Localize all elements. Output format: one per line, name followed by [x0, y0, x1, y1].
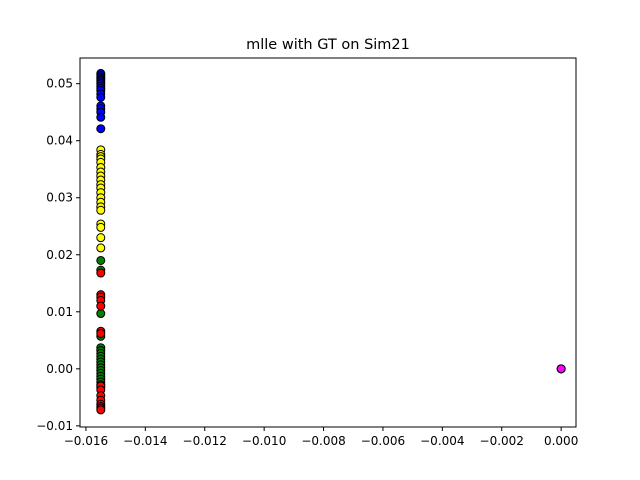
- chart-title: mlle with GT on Sim21: [246, 37, 410, 53]
- x-tick-label: −0.008: [301, 434, 345, 448]
- y-axis: −0.01 0.00 0.01 0.02 0.03 0.04 0.05: [36, 77, 80, 433]
- x-tick-label: −0.016: [64, 434, 108, 448]
- data-point: [96, 92, 106, 102]
- x-axis: −0.016 −0.014 −0.012 −0.010 −0.008 −0.006 −0.0…: [64, 427, 578, 448]
- data-point: [96, 301, 106, 311]
- data-point: [96, 255, 106, 265]
- data-point: [96, 243, 106, 253]
- y-tick-label: −0.01: [36, 419, 73, 433]
- data-point: [96, 205, 106, 215]
- data-point: [96, 233, 106, 243]
- data-point: [96, 268, 106, 278]
- data-point: [556, 364, 566, 374]
- x-tick-label: −0.004: [420, 434, 464, 448]
- x-tick-label: −0.006: [361, 434, 405, 448]
- y-tick-label: 0.02: [46, 248, 73, 262]
- data-point: [96, 112, 106, 122]
- x-tick-label: −0.010: [242, 434, 286, 448]
- plot-frame: [79, 57, 577, 428]
- data-point: [96, 222, 106, 232]
- data-point: [96, 309, 106, 319]
- data-point: [96, 124, 106, 134]
- x-tick-label: −0.002: [480, 434, 524, 448]
- y-tick-label: 0.05: [46, 77, 73, 91]
- data-point: [96, 405, 106, 415]
- data-point: [96, 328, 106, 338]
- y-tick-label: 0.04: [46, 134, 73, 148]
- x-tick-label: −0.014: [123, 434, 167, 448]
- x-tick-label: −0.012: [183, 434, 227, 448]
- y-tick-label: 0.03: [46, 191, 73, 205]
- y-tick-label: 0.01: [46, 305, 73, 319]
- y-tick-label: 0.00: [46, 362, 73, 376]
- points-layer: [96, 68, 566, 415]
- x-tick-label: 0.000: [544, 434, 578, 448]
